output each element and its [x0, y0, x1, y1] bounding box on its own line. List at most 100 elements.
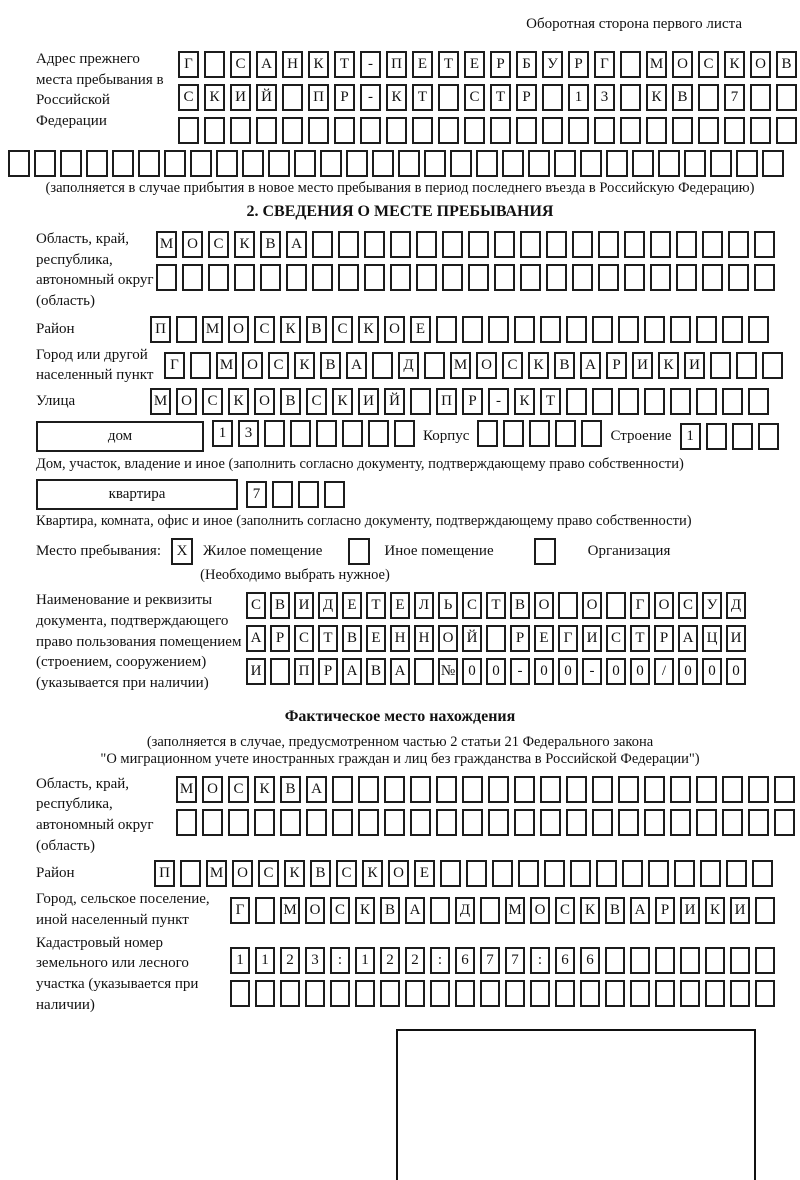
char-cell[interactable]: - [360, 84, 381, 111]
char-cell[interactable]: О [388, 860, 409, 888]
char-cell[interactable] [462, 315, 483, 343]
char-cell[interactable]: Р [654, 625, 674, 653]
char-cell[interactable] [648, 860, 669, 888]
char-cell[interactable] [680, 979, 700, 1007]
char-cell[interactable]: П [308, 84, 329, 111]
char-cell[interactable] [338, 231, 359, 258]
char-cell[interactable]: О [582, 592, 602, 620]
char-cell[interactable] [503, 420, 525, 448]
char-cell[interactable] [505, 979, 525, 1007]
char-cell[interactable] [705, 979, 725, 1007]
char-cell[interactable] [700, 860, 721, 888]
char-cell[interactable]: К [228, 388, 249, 416]
char-cell[interactable] [440, 860, 461, 888]
char-cell[interactable] [728, 264, 749, 291]
char-cell[interactable]: 0 [534, 658, 554, 686]
char-cell[interactable] [592, 315, 613, 343]
char-cell[interactable]: И [582, 625, 602, 653]
char-cell[interactable]: В [270, 592, 290, 620]
char-cell[interactable] [330, 979, 350, 1007]
char-cell[interactable]: А [342, 658, 362, 686]
char-cell[interactable]: 2 [280, 946, 300, 974]
char-cell[interactable]: А [346, 351, 367, 379]
char-cell[interactable]: - [488, 388, 509, 416]
char-cell[interactable] [280, 979, 300, 1007]
char-cell[interactable]: 0 [726, 658, 746, 686]
char-cell[interactable] [566, 775, 587, 803]
char-cell[interactable] [202, 808, 223, 836]
char-cell[interactable] [624, 231, 645, 258]
char-cell[interactable]: Н [282, 51, 303, 78]
checkbox-org[interactable] [533, 538, 556, 566]
char-cell[interactable]: 6 [555, 946, 575, 974]
char-cell[interactable] [748, 388, 769, 416]
char-cell[interactable]: Г [230, 896, 250, 924]
char-cell[interactable] [255, 979, 275, 1007]
char-cell[interactable]: О [254, 388, 275, 416]
char-cell[interactable] [372, 150, 394, 177]
char-cell[interactable] [305, 979, 325, 1007]
char-cell[interactable] [670, 388, 691, 416]
char-cell[interactable] [405, 979, 425, 1007]
char-cell[interactable] [290, 420, 311, 448]
char-cell[interactable] [696, 808, 717, 836]
char-cell[interactable] [494, 231, 515, 258]
char-cell[interactable] [430, 896, 450, 924]
char-cell[interactable] [618, 775, 639, 803]
char-cell[interactable] [748, 315, 769, 343]
char-cell[interactable] [346, 150, 368, 177]
char-cell[interactable] [710, 351, 731, 379]
char-cell[interactable]: Т [540, 388, 561, 416]
char-cell[interactable]: О [672, 51, 693, 78]
char-cell[interactable] [176, 315, 197, 343]
char-cell[interactable]: В [260, 231, 281, 258]
char-cell[interactable] [705, 946, 725, 974]
char-cell[interactable] [650, 264, 671, 291]
char-cell[interactable] [730, 946, 750, 974]
char-cell[interactable]: Н [414, 625, 434, 653]
char-cell[interactable]: : [430, 946, 450, 974]
checkbox-zhiloe[interactable]: X [171, 538, 193, 566]
char-cell[interactable]: И [294, 592, 314, 620]
char-cell[interactable]: О [182, 231, 203, 258]
char-cell[interactable]: К [580, 896, 600, 924]
char-cell[interactable] [416, 264, 437, 291]
char-cell[interactable]: - [360, 51, 381, 78]
char-cell[interactable] [752, 860, 773, 888]
char-cell[interactable]: О [476, 351, 497, 379]
char-cell[interactable] [674, 860, 695, 888]
char-cell[interactable]: - [582, 658, 602, 686]
char-cell[interactable]: И [246, 658, 266, 686]
char-cell[interactable] [618, 388, 639, 416]
char-cell[interactable] [696, 775, 717, 803]
char-cell[interactable] [8, 150, 30, 177]
char-cell[interactable] [176, 808, 197, 836]
char-cell[interactable] [342, 420, 363, 448]
char-cell[interactable] [256, 117, 277, 144]
char-cell[interactable]: И [358, 388, 379, 416]
char-cell[interactable] [316, 420, 337, 448]
char-cell[interactable] [230, 117, 251, 144]
char-cell[interactable] [722, 388, 743, 416]
char-cell[interactable] [518, 860, 539, 888]
char-cell[interactable] [555, 979, 575, 1007]
char-cell[interactable]: В [366, 658, 386, 686]
char-cell[interactable] [190, 351, 211, 379]
char-cell[interactable] [731, 423, 753, 451]
char-cell[interactable] [618, 808, 639, 836]
char-cell[interactable]: Г [594, 51, 615, 78]
char-cell[interactable]: К [294, 351, 315, 379]
char-cell[interactable] [620, 51, 641, 78]
char-cell[interactable] [254, 808, 275, 836]
char-cell[interactable] [390, 231, 411, 258]
char-cell[interactable] [722, 315, 743, 343]
char-cell[interactable] [228, 808, 249, 836]
char-cell[interactable] [204, 51, 225, 78]
char-cell[interactable] [748, 775, 769, 803]
char-cell[interactable]: Р [655, 896, 675, 924]
char-cell[interactable]: Т [486, 592, 506, 620]
char-cell[interactable] [502, 150, 524, 177]
char-cell[interactable]: Д [726, 592, 746, 620]
char-cell[interactable] [620, 117, 641, 144]
char-cell[interactable] [676, 231, 697, 258]
